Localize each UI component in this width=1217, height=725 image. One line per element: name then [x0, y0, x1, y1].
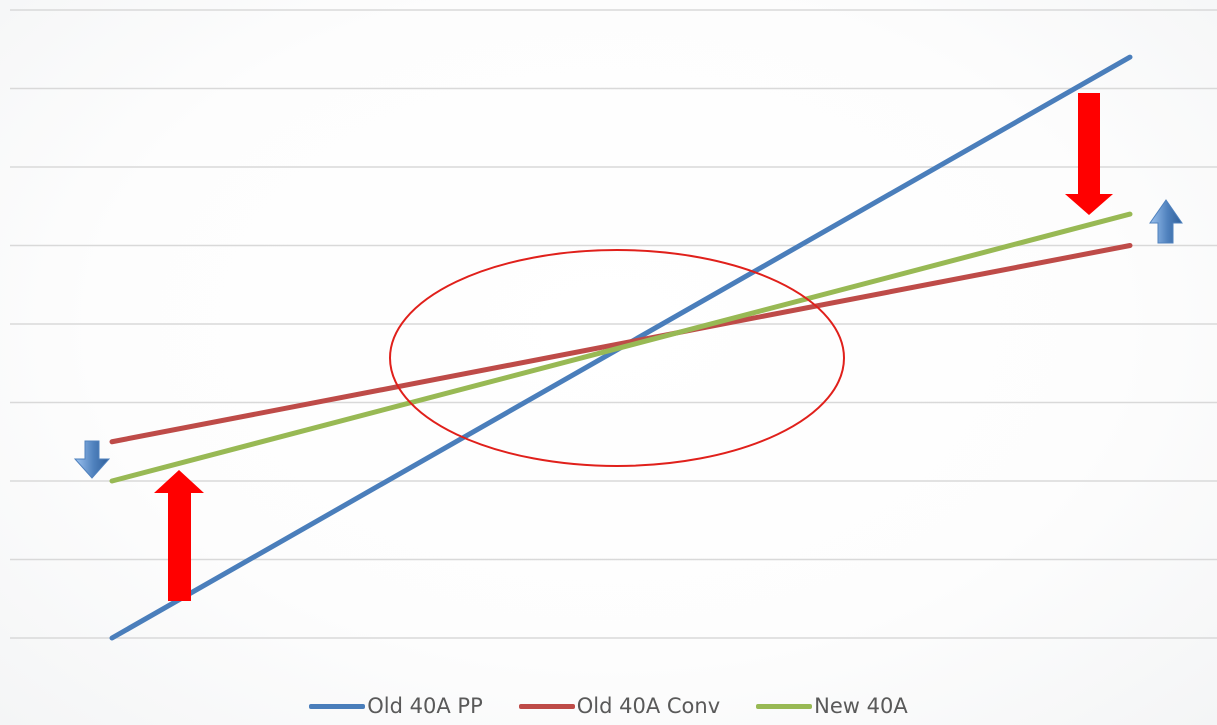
blue-down-arrow — [73, 440, 111, 479]
legend: Old 40A PP Old 40A Conv New 40A — [0, 694, 1217, 718]
legend-label-old-40a-conv: Old 40A Conv — [576, 694, 721, 718]
legend-item-old-40a-conv: Old 40A Conv — [518, 694, 721, 718]
legend-swatch-old-40a-pp — [309, 703, 366, 709]
red-up-arrow — [154, 470, 204, 601]
series-line-new-40a — [109, 211, 1133, 484]
intersection-highlight-ellipse — [389, 249, 845, 467]
legend-label-new-40a: New 40A — [814, 694, 908, 718]
legend-swatch-old-40a-conv — [518, 703, 575, 709]
series-lines — [109, 54, 1133, 641]
legend-label-old-40a-pp: Old 40A PP — [367, 694, 483, 718]
legend-item-old-40a-pp: Old 40A PP — [309, 694, 483, 718]
legend-item-new-40a: New 40A — [756, 694, 908, 718]
gridlines — [10, 9, 1217, 639]
legend-swatch-new-40a — [756, 703, 813, 709]
blue-up-arrow — [1149, 199, 1183, 244]
red-down-arrow — [1065, 93, 1113, 215]
line-chart — [10, 9, 1217, 641]
annotations — [73, 93, 1183, 601]
series-line-old-40a-conv — [109, 243, 1133, 445]
